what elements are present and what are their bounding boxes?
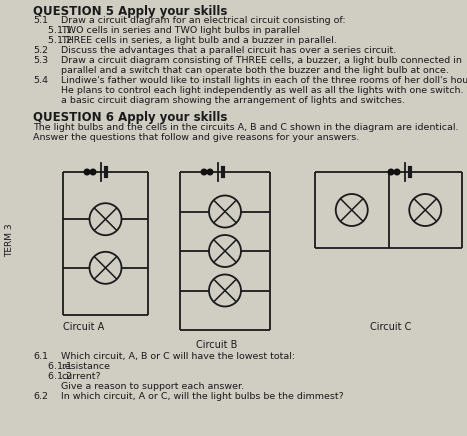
Circle shape <box>90 169 96 175</box>
Text: 5.2: 5.2 <box>33 46 48 55</box>
Text: Draw a circuit diagram for an electrical circuit consisting of:: Draw a circuit diagram for an electrical… <box>61 16 346 25</box>
Text: resistance: resistance <box>61 362 110 371</box>
Text: Circuit A: Circuit A <box>63 322 104 332</box>
Text: Draw a circuit diagram consisting of THREE cells, a buzzer, a light bulb connect: Draw a circuit diagram consisting of THR… <box>61 56 462 65</box>
Text: He plans to control each light independently as well as all the lights with one : He plans to control each light independe… <box>61 86 467 95</box>
Text: 6.1.2: 6.1.2 <box>33 372 72 381</box>
Circle shape <box>201 169 207 175</box>
Text: a basic circuit diagram showing the arrangement of lights and switches.: a basic circuit diagram showing the arra… <box>61 96 405 105</box>
Text: TERM 3: TERM 3 <box>6 223 14 257</box>
Text: parallel and a switch that can operate both the buzzer and the light bulb at onc: parallel and a switch that can operate b… <box>61 66 449 75</box>
Text: Answer the questions that follow and give reasons for your answers.: Answer the questions that follow and giv… <box>33 133 359 142</box>
Text: QUESTION 5 Apply your skills: QUESTION 5 Apply your skills <box>33 5 227 18</box>
Text: Circuit C: Circuit C <box>370 322 411 332</box>
Text: 5.4: 5.4 <box>33 76 48 85</box>
Text: 5.3: 5.3 <box>33 56 48 65</box>
Text: Give a reason to support each answer.: Give a reason to support each answer. <box>61 382 244 391</box>
Text: QUESTION 6 Apply your skills: QUESTION 6 Apply your skills <box>33 111 227 124</box>
Text: 5.1.2: 5.1.2 <box>33 36 72 45</box>
Text: 5.1: 5.1 <box>33 16 48 25</box>
Text: 6.1.1: 6.1.1 <box>33 362 72 371</box>
Text: Which circuit, A, B or C will have the lowest total:: Which circuit, A, B or C will have the l… <box>61 352 295 361</box>
Text: TWO cells in series and TWO light bulbs in parallel: TWO cells in series and TWO light bulbs … <box>61 26 300 35</box>
Circle shape <box>394 169 400 175</box>
Text: 6.1: 6.1 <box>33 352 48 361</box>
Text: The light bulbs and the cells in the circuits A, B and C shown in the diagram ar: The light bulbs and the cells in the cir… <box>33 123 459 132</box>
Text: current?: current? <box>61 372 100 381</box>
Circle shape <box>388 169 394 175</box>
Text: Lindiwe's father would like to install lights in each of the three rooms of her : Lindiwe's father would like to install l… <box>61 76 467 85</box>
Text: In which circuit, A or C, will the light bulbs be the dimmest?: In which circuit, A or C, will the light… <box>61 392 344 401</box>
Text: 5.1.1: 5.1.1 <box>33 26 72 35</box>
Text: Discuss the advantages that a parallel circuit has over a series circuit.: Discuss the advantages that a parallel c… <box>61 46 396 55</box>
Circle shape <box>84 169 90 175</box>
Text: Circuit B: Circuit B <box>196 340 237 350</box>
Circle shape <box>207 169 213 175</box>
Text: THREE cells in series, a light bulb and a buzzer in parallel.: THREE cells in series, a light bulb and … <box>61 36 337 45</box>
Text: 6.2: 6.2 <box>33 392 48 401</box>
